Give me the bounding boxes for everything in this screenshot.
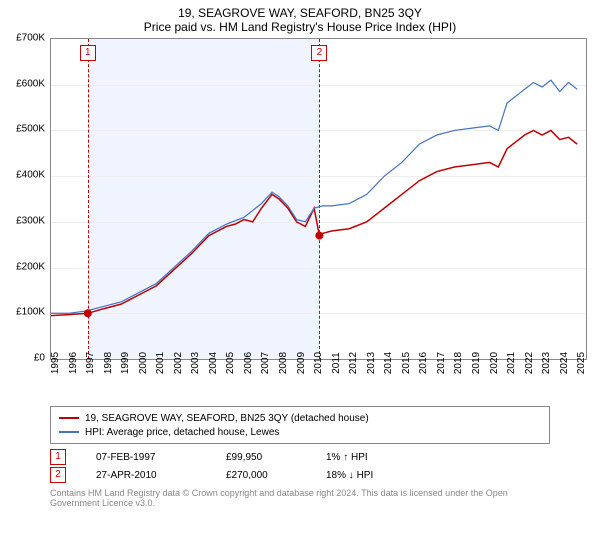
x-axis-label: 2023: [541, 352, 552, 374]
x-axis-label: 1998: [103, 352, 114, 374]
transaction-dot: [84, 309, 92, 317]
x-axis-label: 2014: [383, 352, 394, 374]
transaction-row: 2 27-APR-2010 £270,000 18% ↓ HPI: [50, 466, 550, 484]
x-axis-label: 2016: [418, 352, 429, 374]
x-axis-label: 2024: [559, 352, 570, 374]
transaction-price: £270,000: [226, 470, 296, 481]
legend-item: HPI: Average price, detached house, Lewe…: [59, 425, 541, 439]
y-axis-label: £0: [34, 353, 45, 364]
x-axis-label: 2020: [489, 352, 500, 374]
footnote: Contains HM Land Registry data © Crown c…: [50, 488, 550, 508]
transaction-marker-cell: 2: [50, 467, 66, 483]
x-axis-label: 1997: [85, 352, 96, 374]
transaction-date: 27-APR-2010: [96, 470, 196, 481]
page-title: 19, SEAGROVE WAY, SEAFORD, BN25 3QY: [0, 0, 600, 20]
x-axis-label: 1999: [120, 352, 131, 374]
transaction-marker-cell: 1: [50, 449, 66, 465]
y-axis-label: £700K: [16, 33, 45, 44]
x-axis-label: 2019: [471, 352, 482, 374]
legend-swatch: [59, 431, 79, 433]
legend-label: 19, SEAGROVE WAY, SEAFORD, BN25 3QY (det…: [85, 413, 369, 424]
price-chart: 12 £0£100K£200K£300K£400K£500K£600K£700K…: [50, 38, 585, 398]
y-axis-label: £200K: [16, 261, 45, 272]
transactions-table: 1 07-FEB-1997 £99,950 1% ↑ HPI 2 27-APR-2010 £…: [50, 448, 550, 484]
x-axis-label: 1996: [68, 352, 79, 374]
y-axis-label: £300K: [16, 215, 45, 226]
x-axis-label: 2000: [138, 352, 149, 374]
legend-item: 19, SEAGROVE WAY, SEAFORD, BN25 3QY (det…: [59, 411, 541, 425]
x-axis-label: 2015: [401, 352, 412, 374]
x-axis-label: 2002: [173, 352, 184, 374]
x-axis-label: 2012: [348, 352, 359, 374]
y-axis-label: £400K: [16, 170, 45, 181]
x-axis-label: 2025: [576, 352, 587, 374]
y-axis-label: £100K: [16, 307, 45, 318]
page-subtitle: Price paid vs. HM Land Registry's House …: [0, 20, 600, 38]
legend: 19, SEAGROVE WAY, SEAFORD, BN25 3QY (det…: [50, 406, 550, 444]
x-axis-label: 2021: [506, 352, 517, 374]
x-axis-label: 2007: [260, 352, 271, 374]
transaction-row: 1 07-FEB-1997 £99,950 1% ↑ HPI: [50, 448, 550, 466]
transaction-delta: 18% ↓ HPI: [326, 470, 416, 481]
y-axis-label: £500K: [16, 124, 45, 135]
x-axis-label: 2001: [155, 352, 166, 374]
transaction-price: £99,950: [226, 452, 296, 463]
x-axis-label: 2018: [453, 352, 464, 374]
x-axis-label: 2022: [524, 352, 535, 374]
legend-swatch: [59, 417, 79, 419]
transaction-delta: 1% ↑ HPI: [326, 452, 416, 463]
y-axis-label: £600K: [16, 78, 45, 89]
x-axis-label: 2017: [436, 352, 447, 374]
series-line-hpi: [51, 80, 577, 313]
x-axis-label: 2009: [296, 352, 307, 374]
x-axis-label: 2004: [208, 352, 219, 374]
transaction-date: 07-FEB-1997: [96, 452, 196, 463]
transaction-dot: [315, 232, 323, 240]
x-axis-label: 1995: [50, 352, 61, 374]
series-line-property: [51, 130, 577, 315]
x-axis-label: 2010: [313, 352, 324, 374]
x-axis-label: 2011: [331, 352, 342, 374]
x-axis-label: 2005: [225, 352, 236, 374]
x-axis-label: 2008: [278, 352, 289, 374]
legend-label: HPI: Average price, detached house, Lewe…: [85, 427, 279, 438]
x-axis-label: 2003: [190, 352, 201, 374]
x-axis-label: 2013: [366, 352, 377, 374]
x-axis-label: 2006: [243, 352, 254, 374]
